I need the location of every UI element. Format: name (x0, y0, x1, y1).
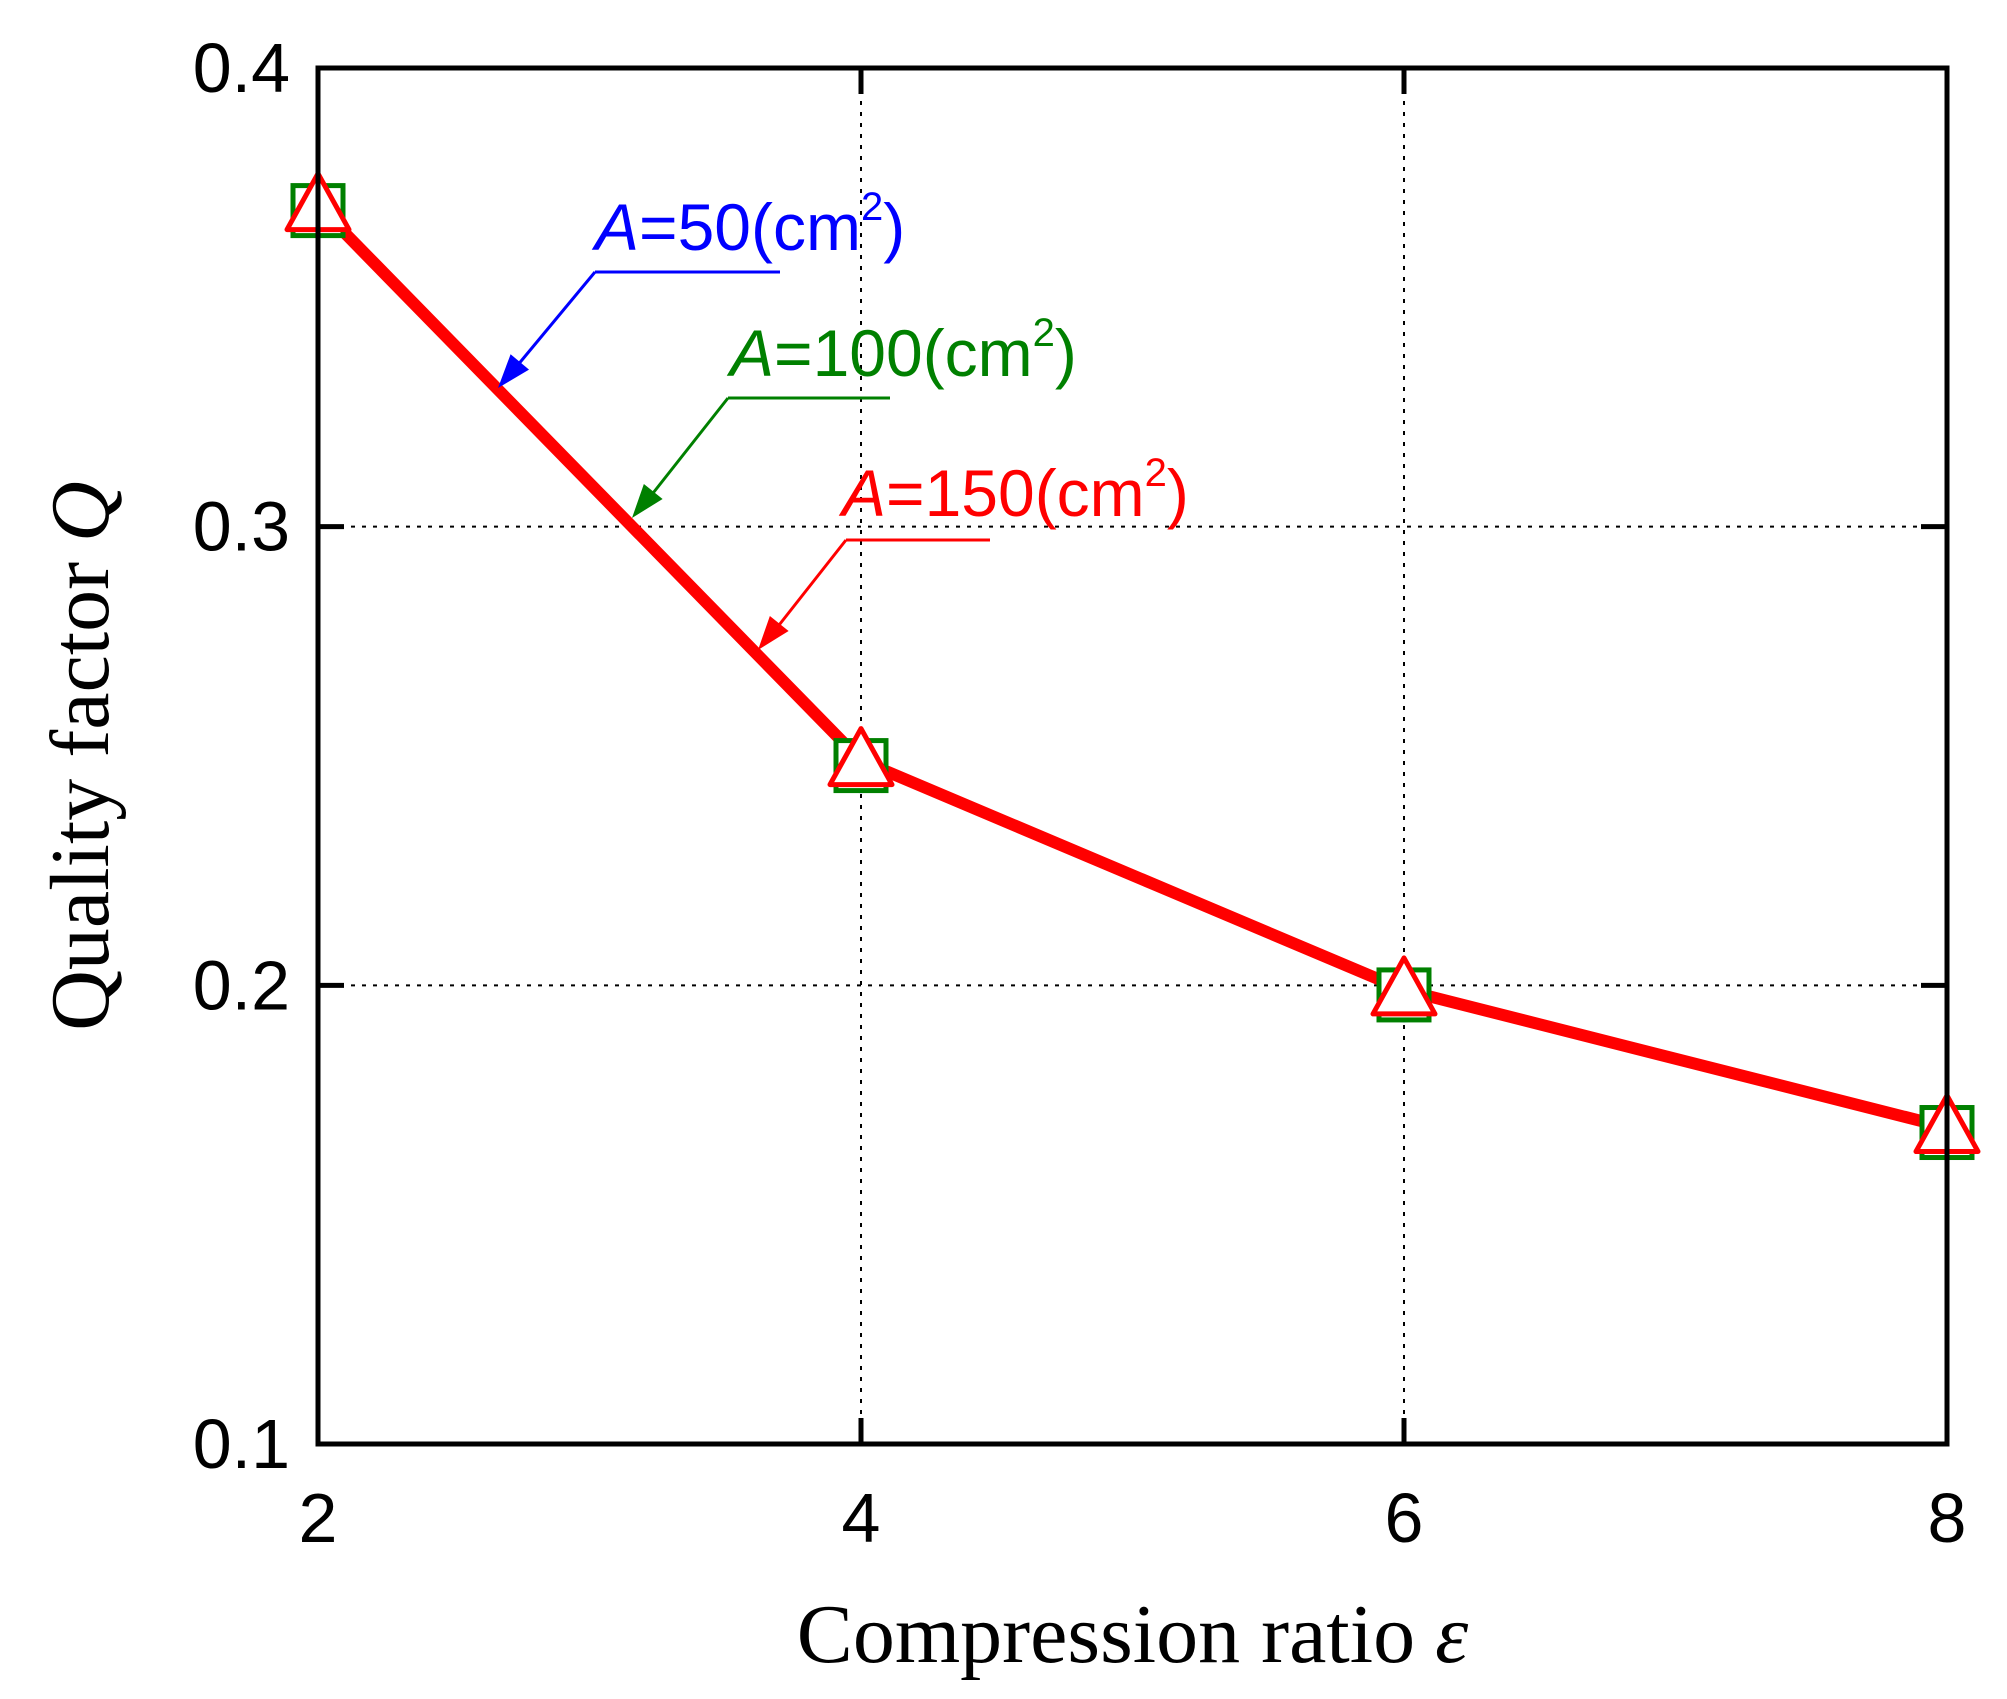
annotation-text: =100(cm (774, 316, 1033, 390)
annotation-text: =150(cm (886, 456, 1145, 530)
annotation-leader (770, 539, 848, 635)
grid-lines (318, 68, 1947, 1444)
annotation-arrowhead (632, 483, 663, 518)
y-tick-label: 0.4 (193, 29, 290, 107)
x-tick-label: 2 (299, 1479, 338, 1557)
x-tick-label: 8 (1928, 1479, 1967, 1557)
series-lines (313, 201, 1949, 1134)
x-axis-label: Compression ratio (797, 1588, 1415, 1681)
annotation-sup: 2 (861, 185, 883, 229)
annotation-var: A (838, 456, 886, 530)
annotation-close: ) (1055, 316, 1077, 390)
series-line-1 (315, 203, 1948, 1131)
annotation-sup: 2 (1145, 451, 1167, 495)
annotation-label-1: A=50(cm2) (591, 185, 905, 264)
series-markers (284, 171, 1981, 1161)
x-tick-label: 6 (1385, 1479, 1424, 1557)
annotation-arrowhead (758, 615, 789, 650)
tick-labels: 0.1 0.2 0.3 0.4 2 4 6 8 (193, 29, 1967, 1557)
annotation-close: ) (883, 190, 905, 264)
annotation-label-2: A=100(cm2) (726, 311, 1077, 390)
y-axis-title: Quality factor Q (34, 481, 127, 1030)
annotation-text: =50(cm (639, 190, 861, 264)
y-tick-label: 0.2 (193, 946, 290, 1024)
axis-ticks (315, 65, 1950, 1447)
x-axis-title: Compression ratio ε (797, 1588, 1469, 1681)
annotation-arrowhead (498, 354, 530, 388)
series-line-3 (313, 201, 1949, 1134)
x-axis-symbol: ε (1435, 1588, 1469, 1681)
annotation-leader (644, 397, 730, 503)
y-axis-symbol: Q (34, 481, 127, 542)
y-tick-label: 0.1 (193, 1405, 290, 1483)
y-axis-label: Quality factor (34, 562, 127, 1031)
annotation-label-3: A=150(cm2) (838, 451, 1189, 530)
y-tick-label: 0.3 (193, 488, 290, 566)
x-tick-label: 4 (842, 1479, 881, 1557)
series-line-2 (315, 203, 1948, 1131)
series-annotations: A=50(cm2)A=100(cm2)A=150(cm2) (498, 185, 1189, 650)
marker-triangle (827, 726, 895, 788)
annotation-var: A (726, 316, 774, 390)
annotation-leader (510, 271, 597, 373)
annotation-close: ) (1167, 456, 1189, 530)
annotation-sup: 2 (1033, 311, 1055, 355)
plot-frame (315, 65, 1950, 1447)
annotation-var: A (591, 190, 639, 264)
marker-triangle (1370, 955, 1438, 1017)
